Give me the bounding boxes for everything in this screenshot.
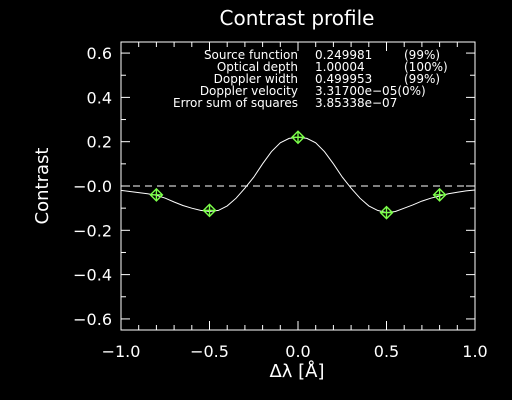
parameter-value: 3.31700e−05(0%)	[315, 84, 426, 98]
parameter-value: 0.499953	[315, 72, 372, 86]
y-tick-label: −0.6	[73, 310, 112, 329]
axis-ticks	[120, 42, 476, 330]
data-points	[149, 130, 447, 220]
y-axis-label: Contrast	[32, 148, 53, 225]
parameter-percent: (100%)	[404, 60, 448, 74]
parameter-value: 1.00004	[315, 60, 365, 74]
x-tick-label: −1.0	[102, 342, 141, 361]
data-point	[379, 205, 394, 220]
x-tick-label: 0.0	[285, 342, 310, 361]
parameter-value: 3.85338e−07	[315, 96, 397, 110]
parameter-label: Source function	[204, 48, 298, 62]
data-point	[149, 187, 164, 202]
parameter-percent: (99%)	[404, 48, 440, 62]
y-tick-label: −0.2	[73, 221, 112, 240]
x-tick-labels: −1.0 −0.5 0.0 0.5 1.0	[102, 342, 488, 361]
y-tick-label: 0.6	[87, 44, 112, 63]
parameter-label: Optical depth	[217, 60, 298, 74]
y-tick-label: −0.0	[73, 177, 112, 196]
x-tick-label: −0.5	[190, 342, 229, 361]
parameter-label: Doppler velocity	[200, 84, 298, 98]
parameter-value: 0.249981	[315, 48, 372, 62]
x-tick-label: 1.0	[462, 342, 487, 361]
y-tick-label: 0.2	[87, 133, 112, 152]
parameter-label: Doppler width	[214, 72, 298, 86]
y-tick-labels: 0.6 0.4 0.2 −0.0 −0.2 −0.4 −0.6	[73, 44, 112, 329]
data-point	[432, 187, 447, 202]
x-axis-label: Δλ [Å]	[269, 360, 324, 382]
fit-parameters-table: Source function 0.249981 (99%) Optical dept…	[173, 48, 448, 110]
y-tick-label: −0.4	[73, 266, 112, 285]
parameter-label: Error sum of squares	[173, 96, 298, 110]
parameter-percent: (99%)	[404, 72, 440, 86]
data-point	[291, 130, 305, 145]
y-tick-label: 0.4	[87, 88, 112, 107]
data-point	[202, 203, 217, 218]
chart-title: Contrast profile	[220, 6, 375, 30]
x-tick-label: 0.5	[374, 342, 399, 361]
